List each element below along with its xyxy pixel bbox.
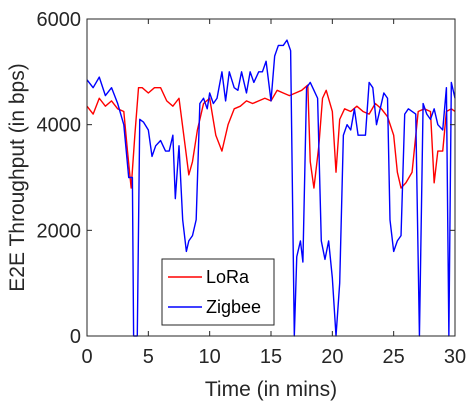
y-tick-label: 2000 [37, 220, 82, 242]
series-line-zigbee [86, 39, 456, 337]
x-tick-label: 5 [143, 346, 154, 368]
y-tick-label: 0 [70, 326, 81, 348]
series-line-lora [86, 84, 456, 189]
legend-label-zigbee: Zigbee [206, 297, 261, 317]
x-axis-label: Time (in mins) [205, 378, 337, 401]
y-tick-label: 4000 [37, 115, 82, 137]
plot-layer [86, 39, 456, 337]
x-tick-label: 20 [321, 346, 343, 368]
x-tick-label: 0 [81, 346, 92, 368]
legend: LoRa Zigbee [161, 258, 275, 326]
y-axis-label: E2E Throughput (in bps) [6, 63, 29, 291]
x-tick-label: 25 [383, 346, 405, 368]
legend-box [161, 258, 275, 326]
x-tick-label: 15 [260, 346, 282, 368]
x-tick-label: 10 [199, 346, 221, 368]
y-tick-label: 6000 [37, 9, 82, 31]
x-tick-label: 30 [444, 346, 466, 368]
legend-label-lora: LoRa [206, 267, 250, 287]
axes-layer: 0 5 10 15 20 25 30 0 2000 4000 6000 [37, 9, 467, 368]
